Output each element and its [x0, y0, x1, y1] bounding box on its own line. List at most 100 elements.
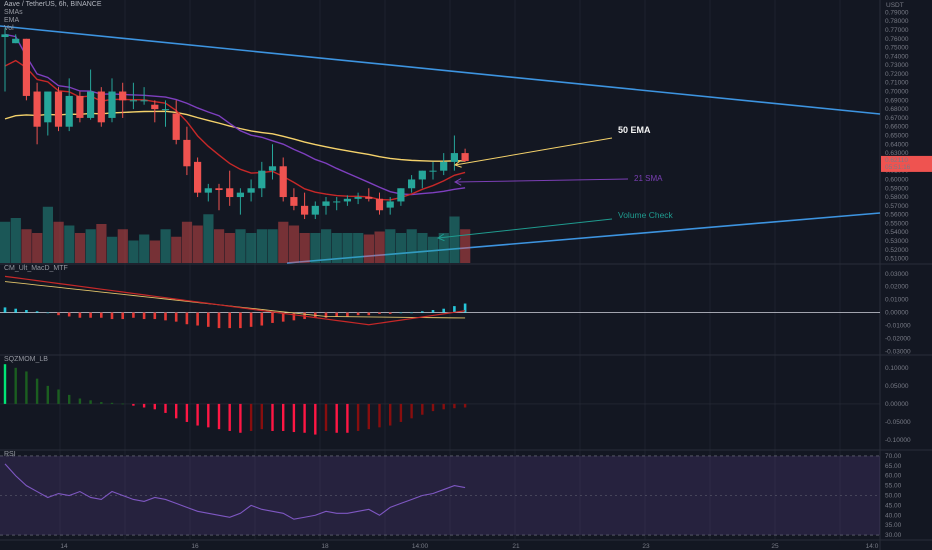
time-tick-label: 14:00: [412, 543, 429, 550]
sqz-hist-bar: [335, 403, 338, 433]
legend-smas: SMAs: [4, 9, 23, 16]
price-tick-label: 0.51000: [885, 256, 909, 263]
time-tick-label: 14: [60, 543, 68, 550]
sqz-hist-bar: [303, 403, 306, 433]
annotation-50-ema: 50 EMA: [618, 125, 651, 135]
candle-body: [386, 201, 394, 208]
macd-hist-bar: [153, 312, 157, 320]
macd-hist-bar: [324, 312, 328, 318]
ema-fast-line: [4, 59, 466, 201]
sqz-hist-bar: [164, 403, 167, 413]
trendlines[interactable]: [0, 25, 881, 264]
volume-bar: [171, 236, 182, 263]
candle-body: [429, 170, 437, 172]
sqz-tick-label: -0.05000: [885, 419, 911, 426]
price-tick-label: 0.63000: [885, 150, 909, 157]
volume-bar: [42, 206, 53, 263]
macd-hist-bar: [57, 312, 60, 316]
sqz-tick-label: 0.05000: [885, 383, 909, 390]
candle-body: [236, 192, 244, 198]
macd-hist-bar: [164, 312, 167, 321]
sqz-hist-bar: [132, 403, 135, 406]
candle-body: [172, 113, 180, 140]
price-tick-label: 0.68000: [885, 106, 909, 113]
sqz-hist-bar: [271, 403, 274, 431]
candle-body: [268, 166, 277, 171]
volume-bar: [21, 229, 32, 263]
volume-bar: [321, 229, 332, 263]
volume-bar: [278, 221, 289, 263]
sqz-hist-bar: [185, 403, 189, 422]
macd-hist-bar: [142, 312, 146, 320]
sqz-hist-bar: [217, 403, 221, 430]
macd-hist-bar: [356, 312, 360, 316]
volume-bar: [428, 236, 439, 263]
macd-tick-label: 0.03000: [885, 271, 909, 278]
macd-hist-bar: [46, 312, 50, 314]
volume-bar: [85, 229, 96, 263]
price-tick-label: 0.58000: [885, 194, 909, 201]
volume-bar: [331, 233, 342, 263]
annotations[interactable]: 50 EMA 21 SMA Volume Check: [436, 125, 674, 242]
price-tick-label: 0.57000: [885, 203, 909, 210]
time-tick-label: 14:0: [866, 543, 879, 550]
candle-body: [140, 100, 148, 102]
volume-bar: [267, 229, 278, 263]
price-tick-label: 0.70000: [885, 89, 909, 96]
sma-21-line: [4, 33, 466, 196]
time-tick-label: 25: [771, 543, 779, 550]
candle-body: [1, 34, 9, 38]
sqz-hist-bar: [453, 403, 456, 409]
sqz-hist-bar: [410, 403, 413, 419]
volume-bar: [374, 231, 385, 263]
last-price-countdown: 05:51:16: [885, 164, 911, 171]
price-tick-label: 0.60000: [885, 176, 909, 183]
sqz-hist-bar: [378, 403, 381, 428]
volume-bar: [160, 229, 171, 263]
sqz-hist-bar: [100, 402, 103, 404]
price-tick-label: 0.73000: [885, 62, 909, 69]
rsi-tick-label: 30.00: [885, 532, 902, 539]
sqz-hist-bar: [324, 403, 328, 431]
macd-title: CM_Ult_MacD_MTF: [4, 265, 68, 272]
volume-bar: [246, 233, 257, 263]
volume-bar: [256, 229, 267, 263]
macd-hist-bar: [3, 307, 7, 313]
price-tick-label: 0.75000: [885, 45, 909, 52]
macd-tick-label: -0.01000: [885, 323, 911, 330]
macd-hist-bar: [132, 312, 135, 318]
rsi-tick-label: 55.00: [885, 483, 902, 490]
rsi-tick-label: 35.00: [885, 522, 902, 529]
sqz-hist-bar: [142, 403, 146, 408]
sqz-hist-bar: [207, 403, 210, 428]
arrow-21-sma-head: [453, 178, 462, 186]
candle-body: [215, 188, 223, 191]
legend-vol: Vol: [4, 25, 14, 32]
macd-tick-label: 0.02000: [885, 284, 909, 291]
price-tick-label: 0.77000: [885, 27, 909, 34]
ema-50-line: [4, 110, 466, 162]
axis-currency: USDT: [886, 2, 904, 9]
volume-bar: [149, 240, 160, 263]
macd-hist-bar: [196, 312, 199, 326]
volume-bar: [363, 234, 374, 263]
macd-hist-bar: [78, 312, 82, 318]
sqz-hist-bar: [431, 403, 435, 412]
rsi-title: RSI: [4, 451, 16, 458]
sqz-hist-bar: [121, 403, 124, 405]
sqz-hist-bar: [35, 378, 39, 404]
lower-trendline: [286, 212, 881, 264]
time-tick-label: 16: [191, 543, 199, 550]
candle-body: [12, 38, 20, 44]
candle-body: [108, 91, 116, 118]
sqz-hist-bar: [249, 403, 253, 431]
candle-body: [119, 91, 127, 101]
volume-bar: [107, 236, 118, 263]
macd-hist-bar: [121, 312, 124, 320]
macd-hist-bar: [399, 312, 403, 314]
candle-body: [322, 201, 330, 206]
sqz-hist-bar: [14, 367, 17, 404]
candle-body: [226, 188, 234, 198]
